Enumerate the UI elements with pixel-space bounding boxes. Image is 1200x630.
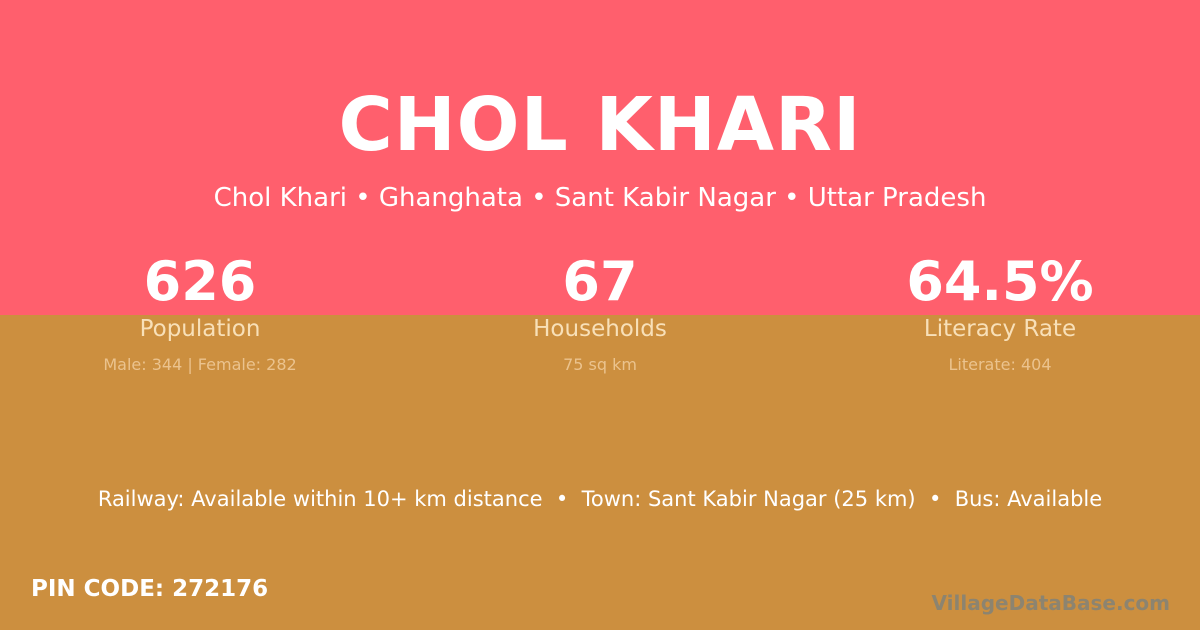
watermark-logo: VillageDataBase.com <box>931 591 1170 615</box>
stat-value: 64.5% <box>906 250 1094 313</box>
header-band <box>0 0 1200 315</box>
village-title: CHOL KHARI <box>338 82 862 168</box>
stat-label: Literacy Rate <box>923 316 1077 342</box>
stat-detail: Literate: 404 <box>948 355 1052 374</box>
pin-code: PIN CODE: 272176 <box>31 576 269 602</box>
details-band <box>0 315 1200 630</box>
stat-label: Population <box>139 316 261 342</box>
stat-detail: 75 sq km <box>563 355 637 374</box>
stat-value: 67 <box>562 250 638 313</box>
stat-value: 626 <box>143 250 257 313</box>
stat-detail: Male: 344 | Female: 282 <box>103 355 297 374</box>
location-breadcrumb: Chol Khari • Ghanghata • Sant Kabir Naga… <box>213 183 987 213</box>
stat-label: Households <box>533 316 667 342</box>
facilities-line: Railway: Available within 10+ km distanc… <box>97 487 1103 511</box>
